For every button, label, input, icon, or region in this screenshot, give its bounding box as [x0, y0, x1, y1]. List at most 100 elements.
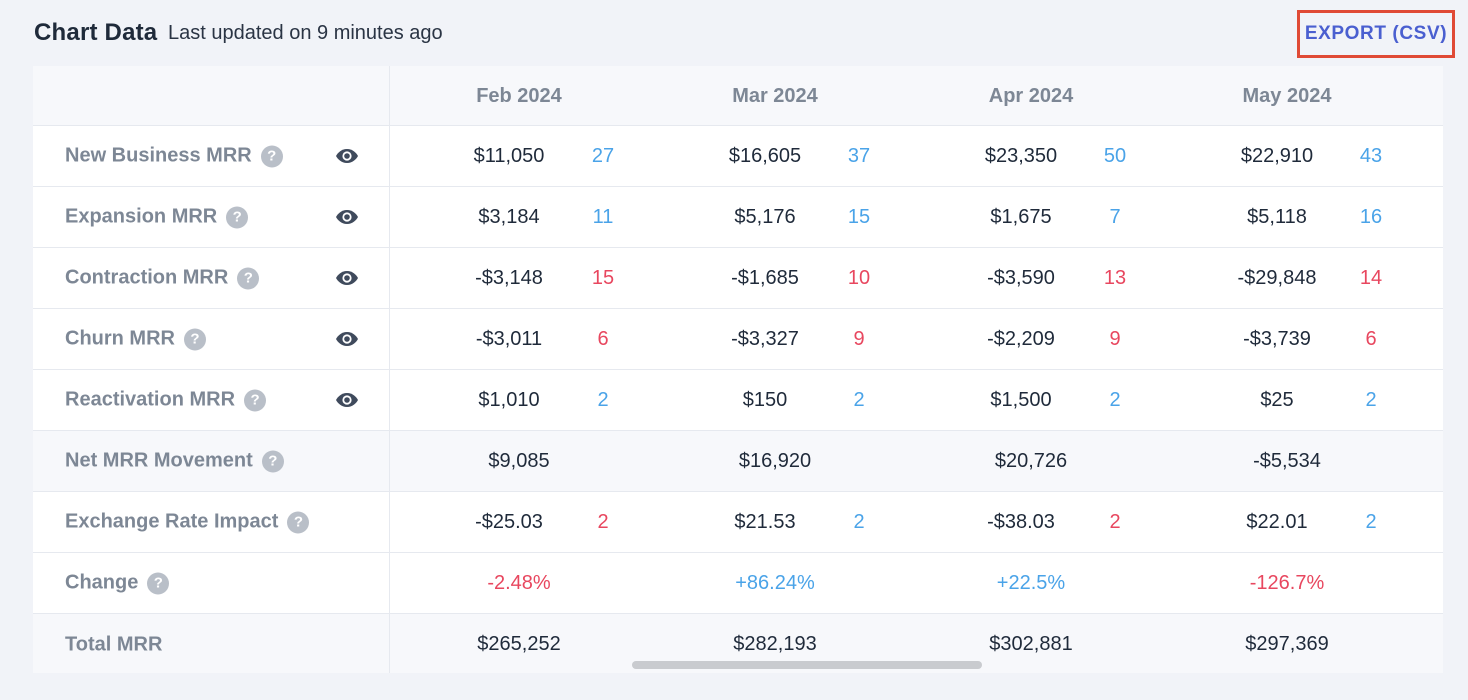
- table-row-expansion-mrr: Expansion MRR? $3,184 11 $5,176 15 $1,675 7 $5,…: [33, 187, 1443, 248]
- cell-count-mar[interactable]: 15: [847, 206, 871, 228]
- cell-value-apr: +22.5%: [996, 572, 1066, 594]
- row-label-cell: Reactivation MRR?: [33, 370, 390, 430]
- cell-value-may: -$3,739: [1243, 328, 1311, 350]
- cell-count-mar[interactable]: 37: [847, 145, 871, 167]
- cell-value-mar: $5,176: [734, 206, 796, 228]
- cell-count-may[interactable]: 2: [1365, 389, 1377, 411]
- cell-count-apr[interactable]: 2: [1109, 511, 1121, 533]
- page-title: Chart Data: [34, 19, 158, 46]
- cell-value-may: $22.01: [1246, 511, 1308, 533]
- cell-count-feb[interactable]: 11: [592, 206, 614, 228]
- export-csv-button[interactable]: EXPORT (CSV): [1297, 10, 1455, 58]
- cell-value-apr: $23,350: [984, 145, 1058, 167]
- row-label: Exchange Rate Impact?: [65, 510, 310, 534]
- table-row-reactivation-mrr: Reactivation MRR? $1,010 2 $150 2 $1,500 2 $25 2: [33, 370, 1443, 431]
- help-icon[interactable]: ?: [226, 206, 249, 228]
- cell-count-mar[interactable]: 9: [853, 328, 865, 350]
- row-label-cell: Net MRR Movement?: [33, 431, 390, 491]
- cell-value-apr: -$3,590: [987, 267, 1055, 289]
- help-icon[interactable]: ?: [261, 450, 284, 472]
- last-updated-text: Last updated on 9 minutes ago: [168, 22, 443, 44]
- cell-value-may: -$29,848: [1237, 267, 1317, 289]
- row-label-cell: Expansion MRR?: [33, 187, 390, 247]
- table-row-change: Change? -2.48% +86.24% +22.5% -126.7%: [33, 553, 1443, 614]
- row-label-text: Net MRR Movement: [65, 449, 253, 472]
- row-label-text: Reactivation MRR: [65, 388, 236, 411]
- cell-value-feb: -2.48%: [487, 572, 551, 594]
- cell-value-feb: $11,050: [473, 145, 545, 167]
- cell-count-may[interactable]: 43: [1359, 145, 1383, 167]
- eye-icon[interactable]: [335, 270, 359, 286]
- row-label-text: Exchange Rate Impact: [65, 510, 279, 533]
- cell-count-apr[interactable]: 7: [1109, 206, 1121, 228]
- cell-value-mar: $150: [742, 389, 788, 411]
- cell-value-may: -126.7%: [1249, 572, 1325, 594]
- cell-value-feb: $3,184: [478, 206, 540, 228]
- cell-value-apr: $302,881: [989, 633, 1073, 655]
- chart-data-header: Chart Data Last updated on 9 minutes ago…: [0, 0, 1468, 66]
- help-icon[interactable]: ?: [147, 572, 170, 594]
- cell-count-feb[interactable]: 2: [597, 389, 609, 411]
- table-row-net-mrr-movement: Net MRR Movement? $9,085 $16,920 $20,726 -$5…: [33, 431, 1443, 492]
- row-label-cell: Change?: [33, 553, 390, 613]
- help-icon[interactable]: ?: [237, 267, 260, 289]
- cell-count-mar[interactable]: 2: [853, 511, 865, 533]
- help-icon[interactable]: ?: [287, 511, 310, 533]
- cell-value-feb: -$3,011: [475, 328, 543, 350]
- horizontal-scrollbar[interactable]: [632, 661, 982, 669]
- row-label: Change?: [65, 572, 170, 595]
- row-label-text: New Business MRR: [65, 144, 252, 167]
- cell-value-mar: -$1,685: [731, 267, 799, 289]
- help-icon[interactable]: ?: [183, 328, 206, 350]
- help-icon[interactable]: ?: [244, 389, 267, 411]
- cell-count-feb[interactable]: 15: [591, 267, 615, 289]
- cell-value-feb: -$3,148: [475, 267, 543, 289]
- row-label-text: Expansion MRR: [65, 205, 218, 228]
- cell-value-mar: $21.53: [734, 511, 796, 533]
- cell-count-apr[interactable]: 50: [1103, 145, 1127, 167]
- table-header-row: Feb 2024 Mar 2024 Apr 2024 May 2024: [33, 66, 1443, 126]
- help-icon[interactable]: ?: [260, 145, 283, 167]
- column-header-apr-2024: Apr 2024: [988, 85, 1074, 107]
- cell-value-may: $5,118: [1247, 206, 1307, 228]
- row-label-cell: Contraction MRR?: [33, 248, 390, 308]
- eye-icon[interactable]: [335, 148, 359, 164]
- cell-value-apr: -$38.03: [987, 511, 1055, 533]
- cell-value-apr: $20,726: [994, 450, 1068, 472]
- cell-value-feb: $9,085: [488, 450, 550, 472]
- cell-count-feb[interactable]: 6: [597, 328, 609, 350]
- cell-count-apr[interactable]: 13: [1103, 267, 1127, 289]
- row-label: Total MRR: [65, 633, 162, 656]
- eye-icon[interactable]: [335, 331, 359, 347]
- table-row-new-business-mrr: New Business MRR? $11,050 27 $16,605 37 $23,3…: [33, 126, 1443, 187]
- cell-count-may[interactable]: 2: [1365, 511, 1377, 533]
- cell-count-mar[interactable]: 10: [847, 267, 871, 289]
- row-label: Churn MRR?: [65, 328, 206, 351]
- cell-count-feb[interactable]: 2: [597, 511, 609, 533]
- cell-count-may[interactable]: 16: [1359, 206, 1383, 228]
- chart-data-table: Feb 2024 Mar 2024 Apr 2024 May 2024 New …: [33, 66, 1443, 673]
- cell-count-apr[interactable]: 2: [1109, 389, 1121, 411]
- row-label-cell: Exchange Rate Impact?: [33, 492, 390, 552]
- cell-count-feb[interactable]: 27: [591, 145, 615, 167]
- table-row-contraction-mrr: Contraction MRR? -$3,148 15 -$1,685 10 -$3,59…: [33, 248, 1443, 309]
- cell-value-feb: $1,010: [478, 389, 540, 411]
- column-header-mar-2024: Mar 2024: [732, 85, 818, 107]
- eye-icon[interactable]: [335, 209, 359, 225]
- row-label: Expansion MRR?: [65, 205, 249, 229]
- cell-value-may: $25: [1260, 389, 1294, 411]
- cell-count-mar[interactable]: 2: [853, 389, 865, 411]
- row-label-cell: Churn MRR?: [33, 309, 390, 369]
- table-row-churn-mrr: Churn MRR? -$3,011 6 -$3,327 9 -$2,209 9 -$3,73…: [33, 309, 1443, 370]
- eye-icon[interactable]: [335, 392, 359, 408]
- cell-count-may[interactable]: 6: [1365, 328, 1377, 350]
- cell-value-apr: $1,675: [990, 206, 1052, 228]
- row-label-cell: Total MRR: [33, 614, 390, 673]
- cell-value-feb: $265,252: [477, 633, 561, 655]
- cell-value-may: -$5,534: [1253, 450, 1321, 472]
- row-label: Reactivation MRR?: [65, 388, 267, 412]
- cell-count-may[interactable]: 14: [1359, 267, 1383, 289]
- cell-count-apr[interactable]: 9: [1109, 328, 1121, 350]
- cell-value-mar: -$3,327: [731, 328, 799, 350]
- column-header-may-2024: May 2024: [1242, 85, 1332, 107]
